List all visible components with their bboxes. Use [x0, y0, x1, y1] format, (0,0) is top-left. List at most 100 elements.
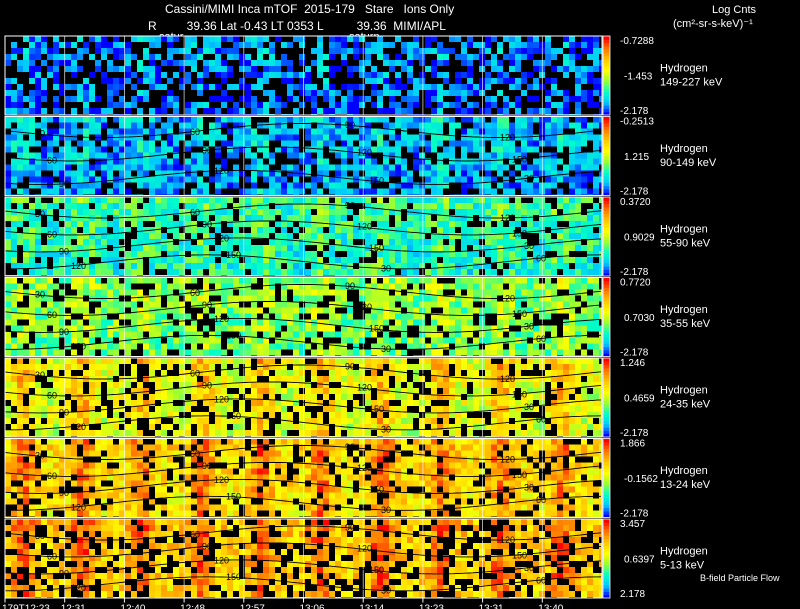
heat-cell	[263, 108, 269, 114]
heat-cell	[71, 283, 77, 290]
heat-cell	[23, 54, 29, 60]
heat-cell	[407, 188, 413, 195]
heat-cell	[119, 382, 125, 388]
colorbar-segment	[603, 340, 610, 344]
heat-cell	[107, 289, 113, 296]
heat-cell	[89, 370, 95, 376]
heat-cell	[455, 289, 461, 296]
heat-cell	[161, 72, 167, 78]
heat-cell	[179, 239, 185, 245]
colorbar-segment	[603, 326, 610, 331]
heat-cell	[83, 251, 89, 257]
heat-cell	[389, 251, 395, 257]
heat-cell	[461, 140, 467, 147]
heat-cell	[581, 269, 587, 275]
heat-cell	[569, 221, 575, 227]
heat-cell	[215, 42, 221, 48]
heat-cell	[437, 164, 443, 171]
heat-cell	[485, 42, 491, 48]
heat-cell	[347, 370, 353, 376]
heat-cell	[437, 331, 443, 338]
heat-cell	[215, 376, 221, 382]
heat-cell	[557, 122, 563, 129]
heat-cell	[233, 221, 239, 227]
heat-cell	[521, 277, 527, 284]
heat-cell	[467, 72, 473, 78]
heat-cell	[563, 209, 569, 215]
heat-cell	[5, 146, 11, 153]
heat-cell	[317, 60, 323, 66]
heat-cell	[263, 269, 269, 275]
heat-cell	[101, 48, 107, 54]
heat-cell	[83, 358, 89, 364]
colorbar-segment	[603, 88, 610, 93]
heat-cell	[137, 164, 143, 171]
heat-cell	[131, 54, 137, 60]
heat-cell	[155, 331, 161, 338]
heat-cell	[407, 301, 413, 308]
heat-cell	[137, 289, 143, 296]
heat-cell	[65, 203, 71, 209]
heat-cell	[497, 331, 503, 338]
heat-cell	[599, 370, 602, 376]
heat-cell	[191, 301, 197, 308]
heat-cell	[77, 140, 83, 147]
heat-cell	[167, 257, 173, 263]
heat-cell	[365, 263, 371, 269]
heat-cell	[593, 307, 599, 314]
heat-cell	[323, 376, 329, 382]
colorbar-segment	[603, 111, 610, 116]
heat-cell	[53, 72, 59, 78]
heat-cell	[41, 307, 47, 314]
heat-cell	[587, 215, 593, 221]
heat-cell	[161, 233, 167, 239]
heat-cell	[221, 60, 227, 66]
heat-cell	[545, 325, 551, 332]
heat-cell	[425, 146, 431, 153]
heat-cell	[329, 182, 335, 189]
heat-cell	[263, 358, 269, 364]
heat-cell	[287, 233, 293, 239]
heat-cell	[245, 382, 251, 388]
heat-cell	[557, 295, 563, 302]
heat-cell	[119, 152, 125, 159]
heat-cell	[323, 170, 329, 177]
heat-cell	[479, 140, 485, 147]
heat-cell	[53, 60, 59, 66]
heat-cell	[29, 122, 35, 129]
heat-cell	[185, 370, 191, 376]
heat-cell	[89, 209, 95, 215]
heat-cell	[593, 269, 599, 275]
heat-cell	[233, 319, 239, 326]
heat-cell	[113, 382, 119, 388]
heat-cell	[317, 289, 323, 296]
heat-cell	[443, 60, 449, 66]
heat-cell	[305, 257, 311, 263]
heat-cell	[551, 370, 557, 376]
heat-cell	[473, 382, 479, 388]
heat-cell	[545, 221, 551, 227]
heat-cell	[473, 376, 479, 382]
heat-cell	[11, 343, 17, 350]
heat-cell	[581, 48, 587, 54]
heat-cell	[593, 221, 599, 227]
heat-cell	[461, 277, 467, 284]
heat-cell	[197, 152, 203, 159]
heat-cell	[551, 116, 557, 123]
heat-cell	[185, 331, 191, 338]
heat-cell	[269, 48, 275, 54]
heat-cell	[155, 227, 161, 233]
heat-cell	[281, 331, 287, 338]
heat-cell	[599, 48, 602, 54]
heat-cell	[467, 233, 473, 239]
heat-cell	[167, 325, 173, 332]
heat-cell	[527, 331, 533, 338]
heat-cell	[467, 116, 473, 123]
heat-cell	[287, 203, 293, 209]
heat-cell	[251, 325, 257, 332]
heat-cell	[161, 215, 167, 221]
heat-cell	[377, 36, 383, 42]
heat-cell	[203, 182, 209, 189]
heat-cell	[551, 164, 557, 171]
heat-cell	[305, 170, 311, 177]
